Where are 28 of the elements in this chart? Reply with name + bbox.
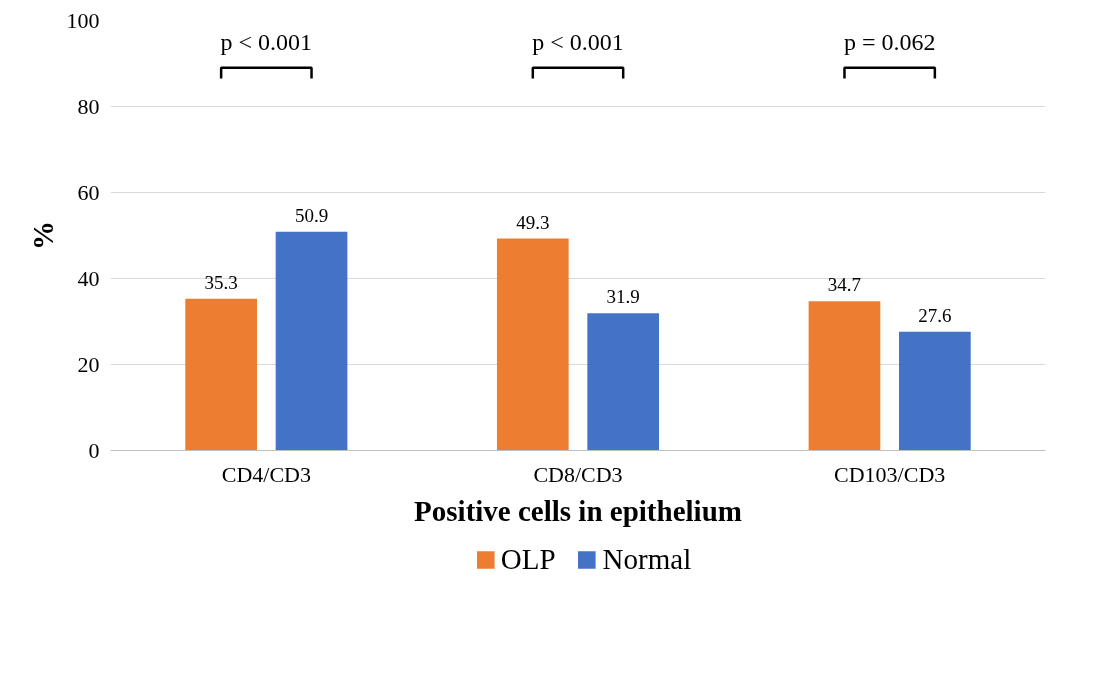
annotation: p = 0.062 — [843, 28, 936, 55]
annotation: p < 0.001 — [220, 28, 313, 55]
bar — [275, 231, 348, 451]
y-axis-title: % — [26, 221, 59, 250]
data-label: 50.9 — [294, 204, 329, 226]
legend-label: OLP — [500, 542, 556, 576]
legend-label: Normal — [602, 542, 692, 576]
bar — [808, 301, 881, 451]
y-tick-label: 20 — [77, 351, 100, 377]
y-tick-label: 100 — [66, 7, 100, 33]
data-label: 27.6 — [918, 304, 952, 326]
x-tick-label: CD8/CD3 — [533, 461, 623, 487]
x-axis-title: Positive cells in epithelium — [414, 494, 742, 527]
annotation: p < 0.001 — [532, 28, 624, 55]
data-label: 34.7 — [827, 274, 862, 296]
y-tick-label: 40 — [77, 265, 100, 291]
data-label: 35.3 — [204, 271, 238, 293]
data-label: 31.9 — [606, 286, 640, 308]
y-tick-label: 60 — [77, 179, 100, 205]
bar — [496, 238, 569, 451]
data-label: 49.3 — [516, 211, 550, 233]
bar — [185, 298, 257, 451]
x-tick-label: CD4/CD3 — [221, 461, 311, 487]
bar — [587, 313, 660, 451]
bar — [899, 331, 971, 451]
y-tick-label: 80 — [77, 93, 100, 119]
y-tick-label: 0 — [88, 437, 100, 463]
x-tick-label: CD103/CD3 — [834, 461, 946, 487]
